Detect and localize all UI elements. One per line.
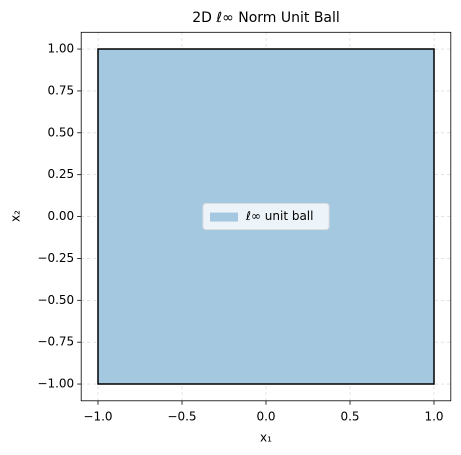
legend-box <box>202 203 330 231</box>
y-tick-label: 0.75 <box>47 83 74 97</box>
legend-label: ℓ∞ unit ball <box>245 209 313 223</box>
y-tick-label: 0.00 <box>47 209 74 223</box>
x-tick-label: 0.5 <box>340 409 359 423</box>
legend-swatch <box>210 212 238 222</box>
x-tick-label: −1.0 <box>83 409 112 423</box>
y-tick-label: 0.50 <box>47 125 74 139</box>
y-tick-label: −0.25 <box>37 251 74 265</box>
chart-title: 2D ℓ∞ Norm Unit Ball <box>192 10 340 26</box>
x-tick-label: 1.0 <box>424 409 443 423</box>
y-tick-label: −0.50 <box>37 293 74 307</box>
x-tick-label: −0.5 <box>167 409 196 423</box>
y-tick-label: −1.00 <box>37 377 74 391</box>
x-tick-label: 0.0 <box>256 409 275 423</box>
y-tick-label: 1.00 <box>47 42 74 56</box>
y-axis-label: x₂ <box>9 210 23 222</box>
y-tick-label: 0.25 <box>47 167 74 181</box>
y-tick-label: −0.75 <box>37 335 74 349</box>
plot-frame <box>80 31 452 402</box>
x-axis-label: x₁ <box>260 431 272 445</box>
